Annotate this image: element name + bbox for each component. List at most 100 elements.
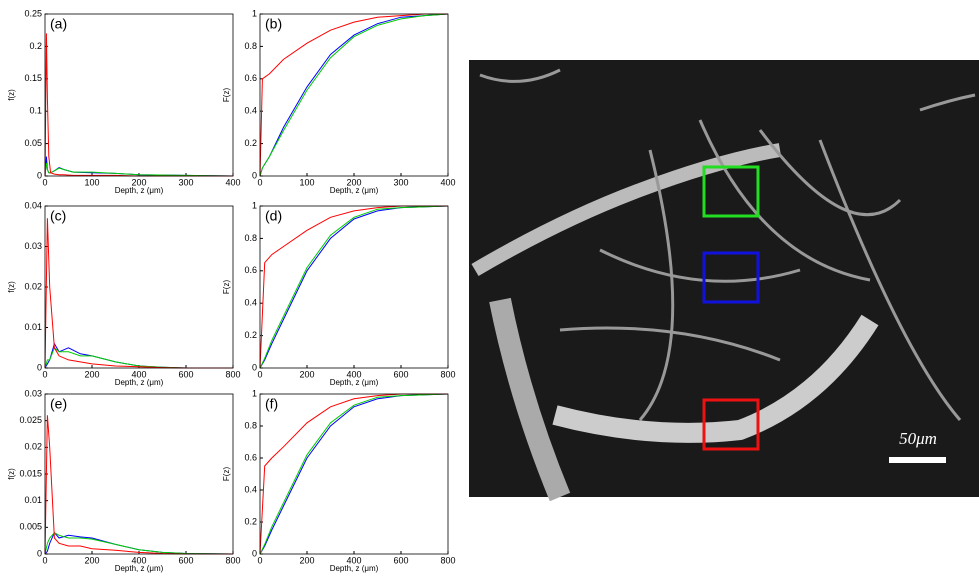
y-tick-label: 0.6 <box>244 73 257 83</box>
y-tick-label: 0.04 <box>24 200 42 210</box>
y-tick-label: 1 <box>252 388 257 398</box>
x-tick-label: 0 <box>257 369 262 379</box>
x-tick-label: 200 <box>299 369 314 379</box>
plot-frame <box>259 205 449 369</box>
x-tick-label: 0 <box>42 177 47 187</box>
roi-green <box>702 165 760 218</box>
y-tick-label: 0 <box>37 362 42 372</box>
y-axis-label: F(z) <box>222 467 231 482</box>
data-line <box>259 205 449 369</box>
x-tick-label: 200 <box>299 555 314 565</box>
y-tick-label: 0 <box>252 362 257 372</box>
y-tick-label: 0.8 <box>244 41 257 51</box>
y-tick-label: 1 <box>252 8 257 18</box>
data-line <box>44 415 233 555</box>
data-line <box>259 13 449 177</box>
vessel <box>471 143 782 277</box>
x-tick-label: 0 <box>42 555 47 565</box>
y-tick-label: 0.01 <box>24 495 42 505</box>
data-line <box>259 13 449 177</box>
x-tick-label: 200 <box>346 177 361 187</box>
y-tick-label: 0.2 <box>244 330 257 340</box>
data-line <box>44 33 233 177</box>
y-tick-label: 0.03 <box>24 388 42 398</box>
y-tick-label: 0.6 <box>244 265 257 275</box>
scale-bar <box>889 457 946 463</box>
plot-frame <box>259 13 449 177</box>
data-line <box>44 346 233 369</box>
panel-label: (d) <box>265 208 282 224</box>
x-tick-label: 200 <box>84 369 99 379</box>
y-tick-label: 0.8 <box>244 233 257 243</box>
y-tick-label: 0.4 <box>244 106 257 116</box>
data-line <box>259 393 449 555</box>
x-tick-label: 400 <box>346 555 361 565</box>
y-tick-label: 0.2 <box>244 138 257 148</box>
x-tick-label: 800 <box>225 555 240 565</box>
plot-frame <box>44 393 234 555</box>
panel-label: (c) <box>50 208 66 224</box>
x-axis-label: Depth, z (μm) <box>115 378 164 387</box>
microscopy-image: 50μm <box>469 60 979 502</box>
plot-frame <box>44 205 234 369</box>
y-tick-label: 0.6 <box>244 452 257 462</box>
y-axis-label: F(z) <box>222 280 231 295</box>
x-tick-label: 400 <box>346 369 361 379</box>
vessel <box>479 68 976 421</box>
x-tick-label: 400 <box>131 555 146 565</box>
panel-label: (f) <box>265 396 278 412</box>
y-tick-label: 0.15 <box>24 73 42 83</box>
y-tick-label: 0.02 <box>24 442 42 452</box>
x-tick-label: 0 <box>257 555 262 565</box>
x-tick-label: 800 <box>225 369 240 379</box>
x-tick-label: 400 <box>440 177 455 187</box>
data-line <box>44 218 233 369</box>
x-tick-label: 600 <box>393 369 408 379</box>
y-tick-label: 0.4 <box>244 298 257 308</box>
x-tick-label: 400 <box>225 177 240 187</box>
x-axis-label: Depth, z (μm) <box>330 378 379 387</box>
roi-red <box>702 398 760 451</box>
data-line <box>259 13 448 177</box>
x-tick-label: 0 <box>257 177 262 187</box>
panel-label: (e) <box>50 396 67 412</box>
y-tick-label: 0 <box>252 170 257 180</box>
data-line <box>44 162 234 177</box>
vessel <box>489 297 571 502</box>
x-axis-label: Depth, z (μm) <box>115 186 164 195</box>
x-tick-label: 100 <box>299 177 314 187</box>
x-tick-label: 400 <box>131 369 146 379</box>
x-axis-label: Depth, z (μm) <box>330 186 379 195</box>
x-tick-label: 800 <box>440 555 455 565</box>
y-tick-label: 0.1 <box>29 106 42 116</box>
x-tick-label: 100 <box>84 177 99 187</box>
y-tick-label: 0.8 <box>244 420 257 430</box>
y-tick-label: 0.005 <box>19 522 42 532</box>
y-tick-label: 0.015 <box>19 468 42 478</box>
y-tick-label: 0.03 <box>24 241 42 251</box>
x-tick-label: 600 <box>178 555 193 565</box>
x-tick-label: 200 <box>131 177 146 187</box>
y-tick-label: 0.01 <box>24 322 42 332</box>
x-tick-label: 0 <box>42 369 47 379</box>
scale-label: 50μm <box>899 429 937 448</box>
y-axis-label: f(z) <box>7 89 16 101</box>
y-tick-label: 0 <box>37 548 42 558</box>
y-tick-label: 0.025 <box>19 415 42 425</box>
y-tick-label: 0 <box>252 548 257 558</box>
plot-frame <box>44 13 234 177</box>
y-axis-label: f(z) <box>7 281 16 293</box>
y-tick-label: 1 <box>252 200 257 210</box>
x-tick-label: 600 <box>393 555 408 565</box>
x-tick-label: 800 <box>440 369 455 379</box>
y-tick-label: 0.4 <box>244 484 257 494</box>
data-line <box>44 342 233 369</box>
y-axis-label: F(z) <box>222 88 231 103</box>
y-tick-label: 0.02 <box>24 281 42 291</box>
data-line <box>44 532 234 555</box>
data-line <box>44 531 234 555</box>
data-line <box>259 393 448 555</box>
y-tick-label: 0 <box>37 170 42 180</box>
y-axis-label: f(z) <box>7 468 16 480</box>
